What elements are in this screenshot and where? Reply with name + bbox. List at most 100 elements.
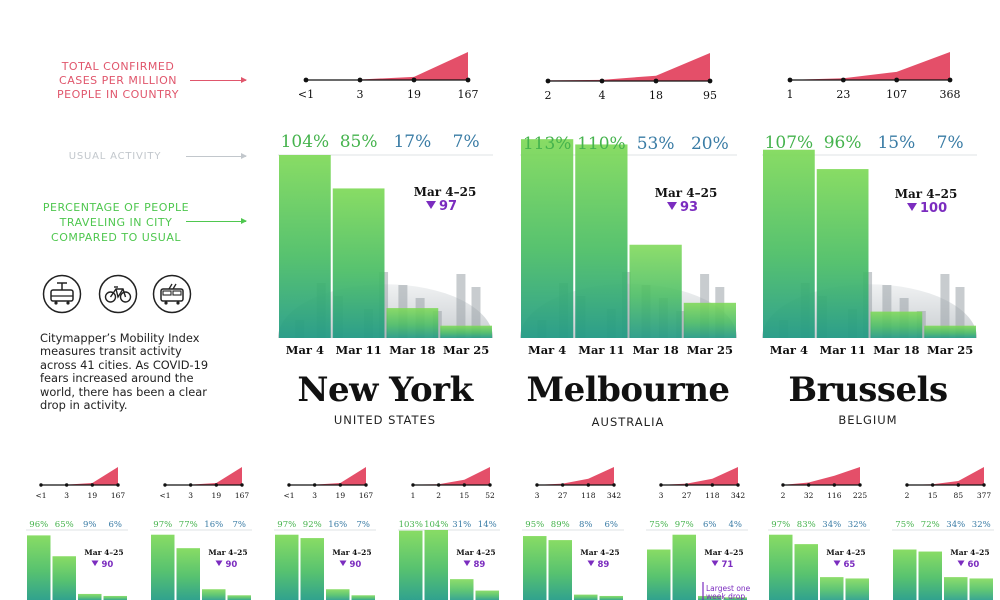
cases-point bbox=[188, 483, 193, 487]
drop-value: 90 bbox=[350, 560, 362, 570]
bar-1 bbox=[275, 534, 299, 600]
category-label: Mar 18 bbox=[633, 343, 679, 357]
cases-legend-line-1: TOTAL CONFIRMED bbox=[61, 60, 175, 73]
cases-point bbox=[832, 483, 837, 487]
country-belgium: BELGIUM bbox=[838, 413, 898, 427]
bar-1 bbox=[763, 149, 815, 338]
bar-4 bbox=[924, 325, 976, 338]
cases-point bbox=[240, 483, 244, 487]
cases-point bbox=[488, 483, 492, 487]
bar-1 bbox=[647, 549, 671, 600]
cases-tick-label: 23 bbox=[836, 88, 850, 101]
bar-value-label: 83% bbox=[797, 520, 816, 530]
drop-triangle-icon bbox=[907, 203, 917, 211]
cases-point bbox=[411, 77, 417, 83]
cases-point bbox=[586, 483, 591, 487]
cases-point bbox=[787, 77, 793, 83]
bar-value-label: 17% bbox=[393, 132, 431, 152]
bar-4 bbox=[723, 597, 747, 600]
bar-2 bbox=[300, 538, 324, 600]
cases-point bbox=[840, 77, 846, 83]
bar-value-label: 77% bbox=[179, 520, 198, 530]
city-chart-5: <1 3 19 167 97% 77% 16% 7% Mar 4–25 90 bbox=[150, 467, 252, 600]
category-label: Mar 11 bbox=[578, 343, 624, 357]
cases-tick-label: 2 bbox=[436, 491, 441, 500]
cases-point bbox=[707, 78, 713, 84]
cases-tick-label: <1 bbox=[35, 491, 46, 500]
cases-point bbox=[612, 483, 616, 487]
bar-1 bbox=[279, 155, 331, 338]
cases-tick-label: 27 bbox=[682, 491, 692, 500]
cases-tick-label: 116 bbox=[827, 491, 842, 500]
bar-3 bbox=[944, 577, 968, 600]
cases-tick-label: 167 bbox=[359, 491, 374, 500]
city-chart-9: 3 27 118 342 75% 97% 6% 4% Mar 4–25 71 Largest one… bbox=[646, 467, 751, 600]
tram-icon bbox=[42, 274, 82, 314]
bar-value-label: 75% bbox=[895, 520, 914, 530]
cases-tick-label: 3 bbox=[357, 88, 364, 101]
cases-tick-label: 368 bbox=[940, 88, 961, 101]
drop-value: 71 bbox=[722, 560, 734, 570]
bar-value-label: 6% bbox=[703, 520, 717, 530]
city-chart-11: 2 15 85 377 75% 72% 34% 32% Mar 4–25 60 bbox=[892, 467, 994, 600]
cases-area bbox=[289, 467, 366, 485]
cases-tick-label: <1 bbox=[298, 88, 314, 101]
bar-3 bbox=[386, 308, 439, 338]
usual-activity-arrow bbox=[186, 153, 247, 159]
bar-value-label: 7% bbox=[453, 132, 480, 152]
cases-point bbox=[806, 483, 811, 487]
bar-1 bbox=[523, 536, 547, 600]
drop-triangle-icon bbox=[711, 560, 719, 567]
cases-tick-label: 19 bbox=[336, 491, 346, 500]
cases-point bbox=[894, 77, 900, 83]
cases-tick-label: <1 bbox=[159, 491, 170, 500]
drop-period-label: Mar 4–25 bbox=[580, 548, 619, 557]
cases-legend-arrow bbox=[190, 77, 247, 83]
cases-tick-label: 95 bbox=[703, 89, 717, 102]
city-chart-8: 3 27 118 342 95% 89% 8% 6% Mar 4–25 89 bbox=[522, 467, 624, 600]
drop-triangle-icon bbox=[215, 560, 223, 567]
cases-point bbox=[64, 483, 69, 487]
drop-value: 89 bbox=[598, 560, 610, 570]
cases-point bbox=[39, 483, 43, 487]
cases-tick-label: 19 bbox=[88, 491, 98, 500]
bar-2 bbox=[672, 534, 696, 600]
cases-tick-label: 2 bbox=[781, 491, 786, 500]
bar-4 bbox=[227, 595, 251, 600]
cases-point bbox=[710, 483, 715, 487]
city-name-new-york: New York bbox=[297, 370, 473, 410]
country-united-states: UNITED STATES bbox=[333, 413, 437, 427]
percentage-legend-line-3: COMPARED TO USUAL bbox=[51, 231, 181, 244]
bar-value-label: 75% bbox=[649, 520, 668, 530]
bar-value-label: 15% bbox=[877, 133, 915, 153]
skyline-building bbox=[955, 287, 965, 338]
bar-value-label: 97% bbox=[277, 520, 296, 530]
bar-value-label: 7% bbox=[233, 520, 247, 530]
bar-value-label: 34% bbox=[822, 520, 841, 530]
drop-value: 60 bbox=[968, 560, 980, 570]
bar-value-label: 6% bbox=[109, 520, 123, 530]
bar-value-label: 31% bbox=[452, 520, 471, 530]
drop-value: 90 bbox=[102, 560, 114, 570]
bar-2 bbox=[575, 144, 628, 338]
mobility-index-blurb: Citymapper’s Mobility Index measures tra… bbox=[40, 331, 209, 413]
category-label: Mar 11 bbox=[336, 343, 382, 357]
cases-point bbox=[905, 483, 909, 487]
bar-3 bbox=[629, 244, 682, 338]
bar-value-label: 107% bbox=[765, 133, 814, 153]
bar-value-label: 7% bbox=[357, 520, 371, 530]
drop-triangle-icon bbox=[667, 202, 677, 210]
cases-point bbox=[982, 483, 986, 487]
bar-value-label: 104% bbox=[281, 132, 330, 152]
cases-point bbox=[535, 483, 539, 487]
bar-value-label: 6% bbox=[605, 520, 619, 530]
city-chart-6: <1 3 19 167 97% 92% 16% 7% Mar 4–25 90 bbox=[274, 467, 376, 600]
city-chart-3: 1 23 107 368 107% Mar 4 96% Mar 11 15% Mar 18 7% Ma… bbox=[762, 52, 977, 357]
bar-value-label: 104% bbox=[424, 520, 448, 530]
bar-value-label: 20% bbox=[691, 134, 729, 154]
cases-tick-label: 3 bbox=[659, 491, 664, 500]
cases-tick-label: 342 bbox=[731, 491, 746, 500]
category-label: Mar 11 bbox=[820, 343, 866, 357]
cases-tick-label: 167 bbox=[235, 491, 250, 500]
cases-tick-label: 3 bbox=[535, 491, 540, 500]
